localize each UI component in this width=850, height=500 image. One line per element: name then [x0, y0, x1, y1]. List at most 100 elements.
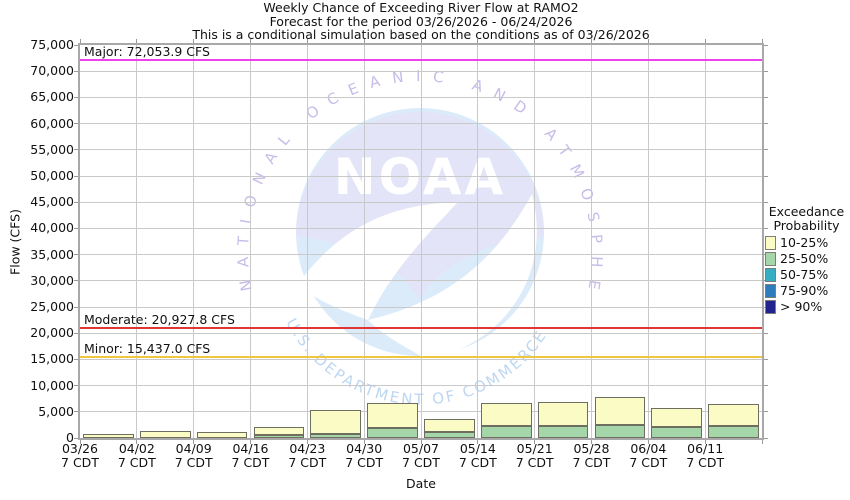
gridline-vertical	[363, 45, 365, 438]
gridline-vertical	[647, 45, 649, 438]
bar-band-25-50	[367, 427, 418, 438]
gridline-vertical	[534, 45, 536, 438]
y-tick-mark-left	[74, 332, 78, 334]
x-tick-time: 7 CDT	[61, 455, 99, 470]
x-tick-mark-top	[193, 39, 195, 43]
y-tick-mark-left	[74, 175, 78, 177]
y-tick-mark-right	[764, 332, 768, 334]
bar-band-10-25	[83, 433, 134, 438]
y-tick-label: 50,000	[30, 168, 74, 183]
y-tick-mark-right	[764, 149, 768, 151]
x-tick-mark-top	[306, 39, 308, 43]
gridline-vertical	[136, 45, 138, 438]
legend-label: 75-90%	[780, 283, 829, 298]
x-tick-time: 7 CDT	[515, 455, 554, 470]
y-tick-label: 55,000	[30, 141, 74, 157]
y-tick-label: 25,000	[30, 299, 74, 314]
x-tick-time: 7 CDT	[117, 455, 156, 470]
x-tick-mark-top	[79, 39, 81, 43]
threshold-line-moderate	[80, 327, 762, 330]
x-tick-date: 06/04	[630, 441, 667, 456]
x-tick-time: 7 CDT	[458, 455, 497, 470]
y-tick-mark-right	[764, 437, 768, 439]
x-tick-time: 7 CDT	[231, 455, 270, 470]
x-tick-mark-bottom	[761, 440, 763, 444]
x-tick-mark-top	[477, 39, 479, 43]
x-tick-mark-top	[136, 39, 138, 43]
legend-swatch	[765, 251, 776, 266]
x-tick-label: 05/07 7 CDT	[391, 442, 451, 470]
y-tick-label: 75,000	[30, 37, 74, 52]
x-tick-label: 04/23 7 CDT	[277, 442, 337, 470]
x-tick-time: 7 CDT	[288, 455, 327, 470]
bar-band-10-25	[537, 401, 589, 426]
gridline-vertical	[420, 45, 422, 438]
y-tick-mark-right	[764, 227, 768, 229]
x-tick-time: 7 CDT	[174, 455, 213, 470]
threshold-label-minor: Minor: 15,437.0 CFS	[84, 341, 211, 357]
legend-swatch	[765, 283, 776, 298]
y-tick-label: 15,000	[30, 351, 74, 367]
legend-label: 10-25%	[780, 235, 829, 250]
y-tick-label: 40,000	[30, 220, 74, 236]
y-tick-mark-left	[74, 227, 78, 229]
y-tick-mark-left	[74, 96, 78, 98]
x-tick-mark-bottom	[79, 440, 81, 444]
x-tick-mark-bottom	[534, 440, 536, 444]
x-tick-mark-bottom	[591, 440, 592, 444]
x-tick-date: 06/11	[687, 441, 724, 456]
y-tick-label: 60,000	[30, 115, 74, 131]
bar-band-25-50	[310, 433, 362, 438]
x-tick-mark-top	[591, 39, 592, 43]
x-tick-mark-top	[363, 39, 365, 43]
y-tick-mark-right	[764, 96, 768, 98]
gridline-vertical	[477, 45, 479, 438]
x-tick-mark-top	[420, 39, 422, 43]
y-tick-mark-right	[764, 201, 768, 203]
x-tick-time: 7 CDT	[345, 455, 384, 470]
chart-title: Weekly Chance of Exceeding River Flow at…	[263, 0, 579, 15]
legend-entry: > 90%	[765, 299, 850, 314]
y-tick-mark-right	[764, 70, 768, 72]
y-tick-mark-right	[764, 358, 768, 360]
legend-title-line1: Exceedance	[768, 204, 845, 219]
x-tick-mark-bottom	[136, 440, 138, 444]
bar-band-25-50	[480, 425, 532, 438]
y-tick-label: 5,000	[38, 403, 74, 419]
y-tick-mark-left	[74, 44, 78, 46]
plot-area: NOAA NATIONAL OCEANIC AND ATMOSPHERIC AD…	[80, 45, 762, 438]
y-tick-mark-left	[74, 280, 78, 282]
legend-swatch	[765, 267, 776, 282]
x-tick-label: 04/02 7 CDT	[107, 442, 167, 470]
x-tick-mark-bottom	[477, 440, 479, 444]
x-tick-mark-bottom	[420, 440, 422, 444]
gridline-vertical	[306, 45, 308, 438]
bar-band-10-25	[708, 403, 759, 426]
legend-entries: 10-25% 25-50% 50-75% 75-90% > 90%	[763, 235, 850, 314]
x-tick-date: 05/14	[459, 441, 496, 456]
x-tick-mark-bottom	[306, 440, 308, 444]
y-tick-mark-left	[74, 358, 78, 360]
legend-entry: 75-90%	[765, 283, 850, 298]
y-tick-mark-right	[764, 44, 768, 46]
bar-band-10-25	[310, 409, 362, 434]
legend-title: Exceedance Probability	[763, 205, 850, 233]
bar-band-25-50	[708, 425, 759, 438]
x-tick-date: 04/09	[175, 441, 212, 456]
gridline-vertical	[591, 45, 592, 438]
x-tick-date: 04/23	[289, 441, 326, 456]
y-tick-mark-left	[74, 385, 78, 387]
y-tick-label: 30,000	[30, 272, 74, 288]
legend-title-line2: Probability	[773, 218, 840, 233]
y-tick-label: 35,000	[30, 246, 74, 262]
legend-entry: 25-50%	[765, 251, 850, 266]
x-tick-mark-bottom	[704, 440, 706, 444]
bar-band-10-25	[139, 431, 191, 438]
y-tick-mark-right	[764, 123, 768, 125]
x-tick-date: 04/30	[346, 441, 383, 456]
threshold-line-minor	[80, 356, 762, 359]
y-tick-mark-left	[74, 201, 78, 203]
threshold-label-major: Major: 72,053.9 CFS	[84, 45, 210, 60]
noaa-logo-watermark: NOAA NATIONAL OCEANIC AND ATMOSPHERIC AD…	[220, 45, 606, 409]
